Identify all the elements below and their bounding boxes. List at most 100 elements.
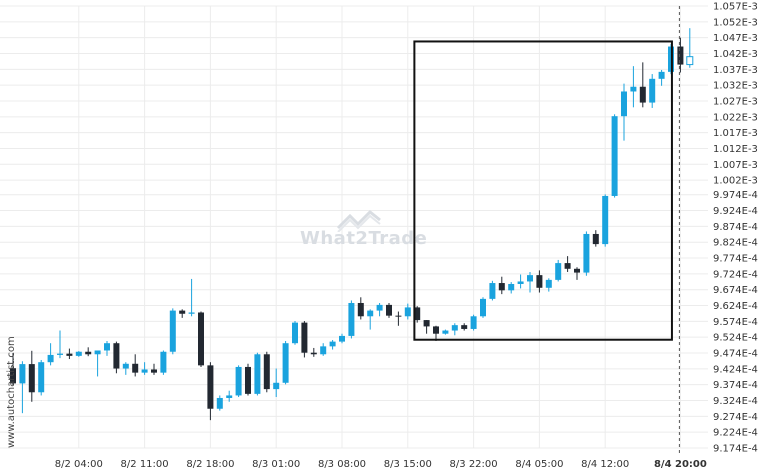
candle-body (630, 86, 637, 92)
y-tick-label: 1.052E-3 (713, 17, 758, 28)
candle-body (132, 363, 139, 373)
candle (151, 363, 157, 375)
candle-body (216, 397, 223, 409)
x-tick-label: 8/4 20:00 (654, 459, 707, 470)
candle (527, 271, 533, 293)
candle (47, 343, 54, 366)
y-tick-label: 9.574E-4 (713, 317, 758, 328)
candle (188, 278, 195, 317)
candle-body (329, 341, 336, 347)
candle-body (621, 91, 627, 117)
x-axis: 8/2 04:00 8/2 11:00 8/2 18:00 8/3 01:00 8/3 … (55, 459, 707, 470)
candle (310, 347, 317, 357)
candle (329, 340, 336, 350)
candle (10, 353, 16, 386)
candle (273, 368, 280, 398)
pattern-overlay (413, 6, 680, 456)
candle-body (38, 362, 45, 393)
candle-body (198, 312, 204, 366)
candle-body (320, 346, 327, 355)
candle (104, 340, 110, 356)
x-tick-label: 8/3 08:00 (318, 459, 366, 470)
y-tick-label: 1.022E-3 (713, 112, 758, 123)
candle-body (367, 310, 374, 317)
candle (498, 276, 505, 295)
y-tick-label: 9.374E-4 (713, 380, 758, 391)
candle-body (151, 369, 157, 373)
candle-body (386, 304, 392, 316)
candle-body (263, 354, 270, 390)
candle-body (583, 233, 590, 273)
candle-body (310, 352, 317, 355)
candle-body (357, 302, 364, 317)
x-tick-label: 8/3 15:00 (384, 459, 432, 470)
candle-body (235, 366, 242, 396)
candle (141, 362, 148, 375)
candle (245, 363, 251, 396)
candle-body (639, 86, 646, 103)
candle-body (179, 310, 186, 314)
candle (404, 303, 411, 320)
candle-body (564, 263, 571, 269)
candle (254, 352, 261, 396)
candle-body (188, 312, 195, 314)
candle-body (19, 364, 26, 384)
candle-body (527, 275, 533, 282)
candle (658, 69, 665, 86)
candle (57, 330, 63, 359)
y-tick-label: 1.032E-3 (713, 81, 758, 92)
candle (216, 395, 223, 411)
candle (339, 333, 345, 344)
candle-body (545, 279, 552, 288)
y-tick-label: 9.324E-4 (713, 396, 758, 407)
candle (85, 347, 92, 357)
candle (545, 278, 552, 292)
candle (132, 354, 139, 377)
y-tick-label: 1.042E-3 (713, 49, 758, 60)
candle (508, 282, 515, 294)
candle-body (160, 351, 167, 373)
candle-body (28, 364, 35, 393)
x-tick-label: 8/4 05:00 (515, 459, 563, 470)
candle (235, 365, 242, 398)
x-tick-label: 8/4 12:00 (581, 459, 629, 470)
x-tick-label: 8/3 22:00 (450, 459, 498, 470)
candle (263, 351, 270, 393)
candle-body (592, 233, 599, 245)
y-tick-label: 9.874E-4 (713, 222, 758, 233)
candle-body (602, 195, 609, 245)
candle (282, 340, 289, 385)
site-watermark: www.autochartist.com (6, 336, 17, 448)
candle-body (245, 366, 251, 394)
candle (28, 350, 35, 402)
brand-watermark: What2Trade (300, 228, 428, 249)
candle (574, 267, 580, 280)
candle (376, 302, 383, 317)
x-tick-label: 8/3 01:00 (252, 459, 300, 470)
candle-body (94, 350, 101, 355)
candle (38, 359, 45, 396)
candle (198, 311, 204, 367)
y-tick-label: 9.224E-4 (713, 428, 758, 439)
candle-body (10, 368, 16, 384)
y-tick-label: 1.017E-3 (713, 128, 758, 139)
candle (555, 259, 562, 282)
candle (122, 362, 129, 375)
y-tick-label: 1.027E-3 (713, 96, 758, 107)
candle (207, 362, 214, 421)
candle (536, 270, 543, 293)
y-tick-label: 1.047E-3 (713, 33, 758, 44)
candle (686, 28, 694, 68)
candle-body (282, 343, 289, 383)
candle-body (339, 335, 345, 342)
candle-body (104, 343, 110, 351)
candle-body (480, 298, 486, 317)
candle-body (451, 325, 458, 331)
candle (442, 329, 449, 335)
y-tick-label: 1.037E-3 (713, 65, 758, 76)
candle-body (470, 316, 477, 329)
candle (414, 306, 421, 323)
candle (226, 390, 233, 402)
candle (395, 311, 402, 326)
y-tick-label: 1.002E-3 (713, 176, 758, 187)
